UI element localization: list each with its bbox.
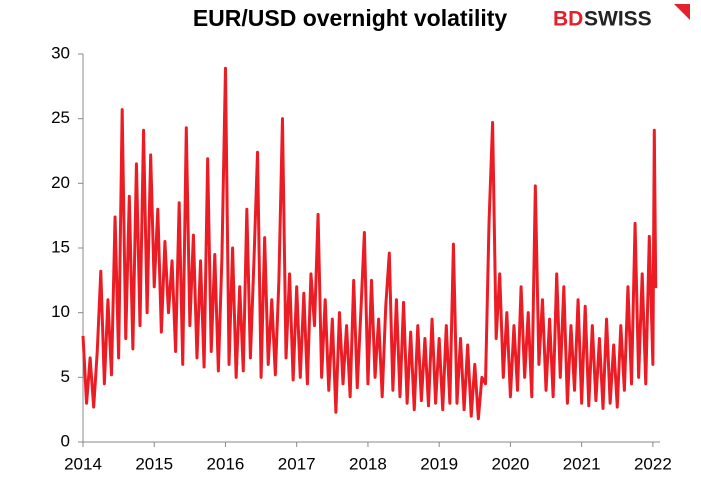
- y-tick-label: 25: [51, 108, 70, 127]
- x-tick-label: 2014: [64, 454, 102, 473]
- logo-bd: BD: [553, 8, 583, 31]
- x-tick-label: 2018: [349, 454, 387, 473]
- y-tick-label: 10: [51, 302, 70, 321]
- y-tick-label: 5: [61, 367, 70, 386]
- x-tick-label: 2015: [135, 454, 173, 473]
- x-tick-label: 2021: [563, 454, 601, 473]
- x-tick-label: 2022: [634, 454, 672, 473]
- y-tick-label: 15: [51, 237, 70, 256]
- logo-mark: [674, 4, 690, 20]
- chart-title: EUR/USD overnight volatility: [193, 5, 508, 31]
- volatility-line: [81, 66, 658, 421]
- y-tick-label: 30: [51, 43, 70, 62]
- x-tick-label: 2020: [491, 454, 529, 473]
- x-tick-label: 2016: [207, 454, 245, 473]
- logo-swiss: SWISS: [584, 8, 652, 31]
- x-tick-label: 2019: [420, 454, 458, 473]
- logo: BD SWISS: [553, 4, 690, 31]
- y-tick-label: 20: [51, 173, 70, 192]
- y-tick-label: 0: [61, 431, 70, 450]
- x-tick-label: 2017: [278, 454, 316, 473]
